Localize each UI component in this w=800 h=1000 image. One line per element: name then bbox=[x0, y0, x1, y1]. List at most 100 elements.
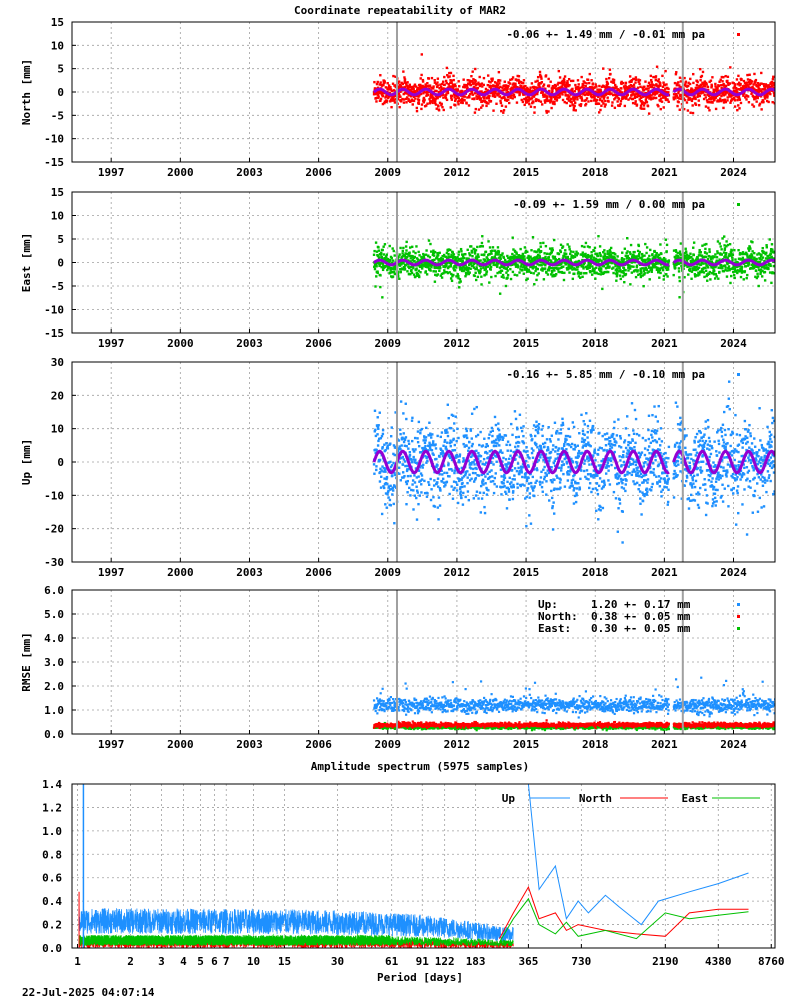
residual-point bbox=[593, 267, 596, 270]
residual-point bbox=[429, 477, 432, 481]
residual-point bbox=[432, 496, 435, 499]
residual-point bbox=[602, 97, 605, 100]
residual-point bbox=[627, 98, 630, 101]
residual-point bbox=[378, 83, 381, 86]
residual-point bbox=[548, 247, 552, 250]
residual-point bbox=[393, 471, 396, 475]
residual-point bbox=[441, 455, 445, 458]
residual-point bbox=[615, 258, 618, 261]
residual-point bbox=[467, 257, 470, 261]
residual-point bbox=[523, 97, 526, 101]
residual-point bbox=[442, 444, 445, 447]
residual-point bbox=[390, 464, 394, 467]
residual-point bbox=[374, 451, 377, 455]
residual-point bbox=[431, 452, 434, 455]
residual-point bbox=[581, 275, 584, 278]
residual-point bbox=[521, 254, 525, 258]
residual-point bbox=[583, 99, 586, 102]
residual-point bbox=[457, 99, 461, 103]
residual-point bbox=[657, 84, 661, 87]
residual-point bbox=[522, 93, 525, 96]
residual-point bbox=[547, 77, 550, 81]
residual-point bbox=[546, 95, 549, 98]
residual-point bbox=[717, 84, 721, 88]
residual-point bbox=[647, 257, 650, 260]
residual-point bbox=[424, 445, 427, 448]
residual-point bbox=[384, 492, 388, 495]
residual-point bbox=[638, 250, 641, 254]
residual-point bbox=[464, 427, 468, 430]
residual-point bbox=[398, 277, 401, 280]
residual-point bbox=[456, 483, 459, 486]
residual-point bbox=[512, 257, 516, 261]
residual-point bbox=[453, 99, 457, 102]
residual-point bbox=[376, 270, 379, 273]
residual-point bbox=[490, 275, 493, 279]
residual-point bbox=[648, 278, 651, 281]
residual-point bbox=[711, 101, 714, 104]
residual-point bbox=[756, 275, 760, 278]
residual-point bbox=[726, 81, 730, 85]
residual-point bbox=[506, 254, 509, 258]
residual-point bbox=[573, 99, 576, 102]
residual-point bbox=[622, 85, 626, 88]
residual-point bbox=[716, 250, 719, 253]
residual-point bbox=[602, 67, 605, 70]
residual-point bbox=[450, 261, 453, 265]
residual-point bbox=[647, 270, 650, 273]
residual-point bbox=[437, 109, 441, 112]
residual-point bbox=[515, 274, 519, 277]
residual-point bbox=[481, 245, 485, 248]
residual-point bbox=[611, 251, 615, 255]
residual-point bbox=[497, 262, 500, 265]
residual-point bbox=[405, 249, 408, 252]
residual-point bbox=[419, 429, 422, 432]
residual-point bbox=[422, 448, 426, 451]
residual-point bbox=[566, 80, 569, 83]
residual-point bbox=[602, 255, 605, 258]
residual-point bbox=[416, 272, 419, 275]
residual-point bbox=[434, 97, 437, 101]
residual-point bbox=[583, 272, 586, 275]
residual-point bbox=[379, 467, 382, 471]
residual-point bbox=[413, 494, 416, 497]
residual-point bbox=[597, 111, 601, 114]
residual-point bbox=[387, 496, 390, 499]
residual-point bbox=[739, 269, 742, 272]
residual-point bbox=[385, 475, 389, 479]
residual-point bbox=[401, 86, 404, 89]
residual-point bbox=[749, 79, 752, 83]
residual-point bbox=[427, 266, 430, 269]
residual-point bbox=[478, 95, 481, 99]
residual-point bbox=[771, 101, 774, 104]
residual-point bbox=[384, 86, 388, 89]
residual-point bbox=[688, 82, 692, 86]
residual-point bbox=[457, 436, 460, 440]
residual-point bbox=[567, 266, 570, 270]
residual-point bbox=[678, 108, 681, 111]
residual-point bbox=[380, 434, 384, 438]
residual-point bbox=[481, 85, 484, 88]
residual-point bbox=[718, 97, 722, 100]
residual-point bbox=[405, 444, 408, 448]
residual-point bbox=[448, 441, 452, 445]
residual-point bbox=[378, 480, 382, 483]
residual-point bbox=[691, 97, 694, 101]
residual-point bbox=[417, 250, 420, 254]
residual-point bbox=[567, 97, 570, 101]
residual-point bbox=[594, 277, 597, 280]
residual-point bbox=[467, 79, 470, 82]
residual-point bbox=[416, 491, 419, 494]
residual-point bbox=[520, 256, 524, 260]
residual-point bbox=[467, 272, 471, 276]
residual-point bbox=[387, 96, 390, 100]
residual-point bbox=[398, 264, 402, 267]
residual-point bbox=[724, 253, 728, 256]
residual-point bbox=[411, 103, 414, 106]
residual-point bbox=[424, 253, 428, 256]
residual-point bbox=[664, 266, 668, 270]
residual-point bbox=[655, 268, 659, 272]
residual-point bbox=[559, 250, 563, 254]
residual-point bbox=[458, 286, 461, 289]
residual-point bbox=[459, 257, 463, 260]
